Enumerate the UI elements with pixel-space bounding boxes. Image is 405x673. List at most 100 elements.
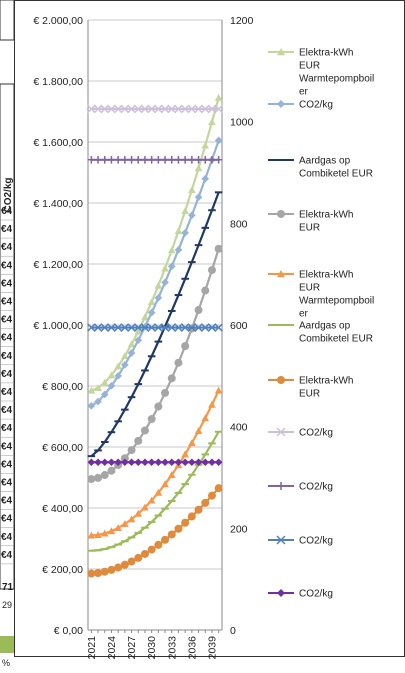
series-point — [208, 155, 216, 164]
legend-label: CO2/kg — [299, 100, 333, 111]
legend-entry: CO2/kg — [268, 535, 333, 547]
background-spreadsheet: CO2/kg €4 €4 €4 €4 €4 €4 €4 €4 €4 €4 €4 €4 €4 €4 €4 €4 €… — [0, 0, 15, 668]
series-point — [87, 104, 96, 114]
series-point — [140, 323, 150, 332]
series-6 — [87, 430, 223, 552]
y-left-tick-label: € 800,00 — [42, 381, 83, 393]
series-point — [147, 155, 156, 164]
series-point — [201, 286, 210, 295]
sheet-row-fragment: €4 — [1, 387, 13, 398]
series-point — [121, 352, 129, 360]
sheet-row-fragment: €4 — [1, 459, 13, 470]
series-point — [107, 155, 116, 164]
series-point — [127, 557, 136, 566]
series-point — [121, 520, 129, 528]
series-point — [127, 458, 136, 467]
legend-entry: CO2/kg — [268, 589, 333, 600]
y-right-tick-label: 1000 — [230, 117, 254, 129]
legend-label: CO2/kg — [299, 428, 333, 439]
series-point — [121, 361, 129, 369]
series-point — [127, 323, 136, 332]
y-left-tick-label: € 400,00 — [42, 503, 83, 515]
series-point — [87, 569, 96, 578]
series-point — [93, 104, 103, 114]
series-point — [147, 308, 156, 317]
series-point — [147, 496, 156, 504]
series-point — [134, 458, 143, 467]
sheet-row-fragment: €4 — [1, 297, 13, 308]
series-point — [87, 458, 96, 467]
y-left-tick-label: € 1.200,00 — [33, 259, 83, 271]
series-point — [201, 174, 210, 183]
series-point — [160, 323, 170, 332]
series-point — [94, 473, 103, 482]
x-tick-label: 2036 — [186, 636, 198, 660]
series-point — [167, 262, 176, 271]
series-point — [154, 104, 163, 114]
series-point — [154, 402, 163, 411]
series-point — [107, 466, 116, 475]
series-point — [154, 293, 163, 302]
sheet-green-cell — [0, 636, 14, 653]
series-point — [188, 155, 196, 164]
series-point — [94, 458, 102, 467]
series-point — [87, 531, 96, 539]
series-point — [208, 118, 216, 126]
series-point — [120, 454, 129, 463]
legend-entry: Elektra-kWh EUR Warmtepompboil er — [268, 270, 374, 320]
series-9 — [87, 155, 223, 164]
series-point — [174, 524, 183, 533]
series-point — [181, 342, 190, 351]
sheet-row-fragment: €4 — [1, 206, 13, 217]
series-point — [107, 565, 116, 574]
series-point — [114, 458, 122, 467]
series-point — [161, 278, 169, 287]
series-2 — [87, 136, 223, 410]
y-left-tick-label: € 2.000,00 — [33, 15, 83, 27]
legend-swatch-marker — [277, 48, 285, 56]
legend-swatch-marker — [276, 427, 286, 437]
series-point — [127, 446, 136, 455]
series-point — [100, 323, 110, 332]
series-point — [147, 323, 156, 332]
series-point — [113, 323, 123, 332]
y-right-tick-label: 800 — [230, 218, 248, 230]
series-point — [100, 155, 109, 164]
series-point — [133, 104, 143, 114]
sheet-footer-value: 29 — [2, 600, 12, 610]
legend-entry: Aardgas op Combiketel EUR — [268, 156, 373, 180]
series-point — [114, 524, 122, 531]
legend-entry: CO2/kg — [268, 482, 333, 493]
series-point — [100, 471, 109, 480]
series-point — [180, 104, 190, 114]
series-point — [107, 371, 116, 379]
series-10 — [87, 323, 223, 332]
series-point — [120, 560, 129, 569]
y-right-tick-label: 400 — [230, 422, 248, 434]
legend-label: Elektra-kWh EUR — [299, 376, 353, 400]
series-point — [194, 458, 203, 467]
series-point — [214, 136, 223, 145]
legend-label: Elektra-kWh EUR — [299, 210, 353, 234]
series-point — [181, 228, 189, 237]
legend-swatch-marker — [277, 210, 285, 218]
y-left-tick-label: € 1.400,00 — [33, 198, 83, 210]
series-point — [200, 104, 210, 114]
series-point — [94, 397, 102, 406]
series-point — [174, 358, 183, 367]
series-point — [147, 298, 156, 306]
series-point — [180, 323, 190, 332]
series-point — [214, 104, 223, 114]
x-tick-label: 2039 — [206, 636, 218, 660]
series-point — [140, 426, 149, 435]
series-11 — [87, 458, 223, 467]
series-point — [100, 567, 109, 576]
series-point — [194, 104, 203, 114]
legend-label: CO2/kg — [299, 482, 333, 493]
legend-swatch-marker — [277, 270, 285, 278]
series-point — [161, 155, 169, 164]
series-point — [100, 458, 109, 467]
series-7 — [87, 484, 223, 578]
series-point — [134, 327, 143, 335]
series-8 — [87, 104, 223, 114]
